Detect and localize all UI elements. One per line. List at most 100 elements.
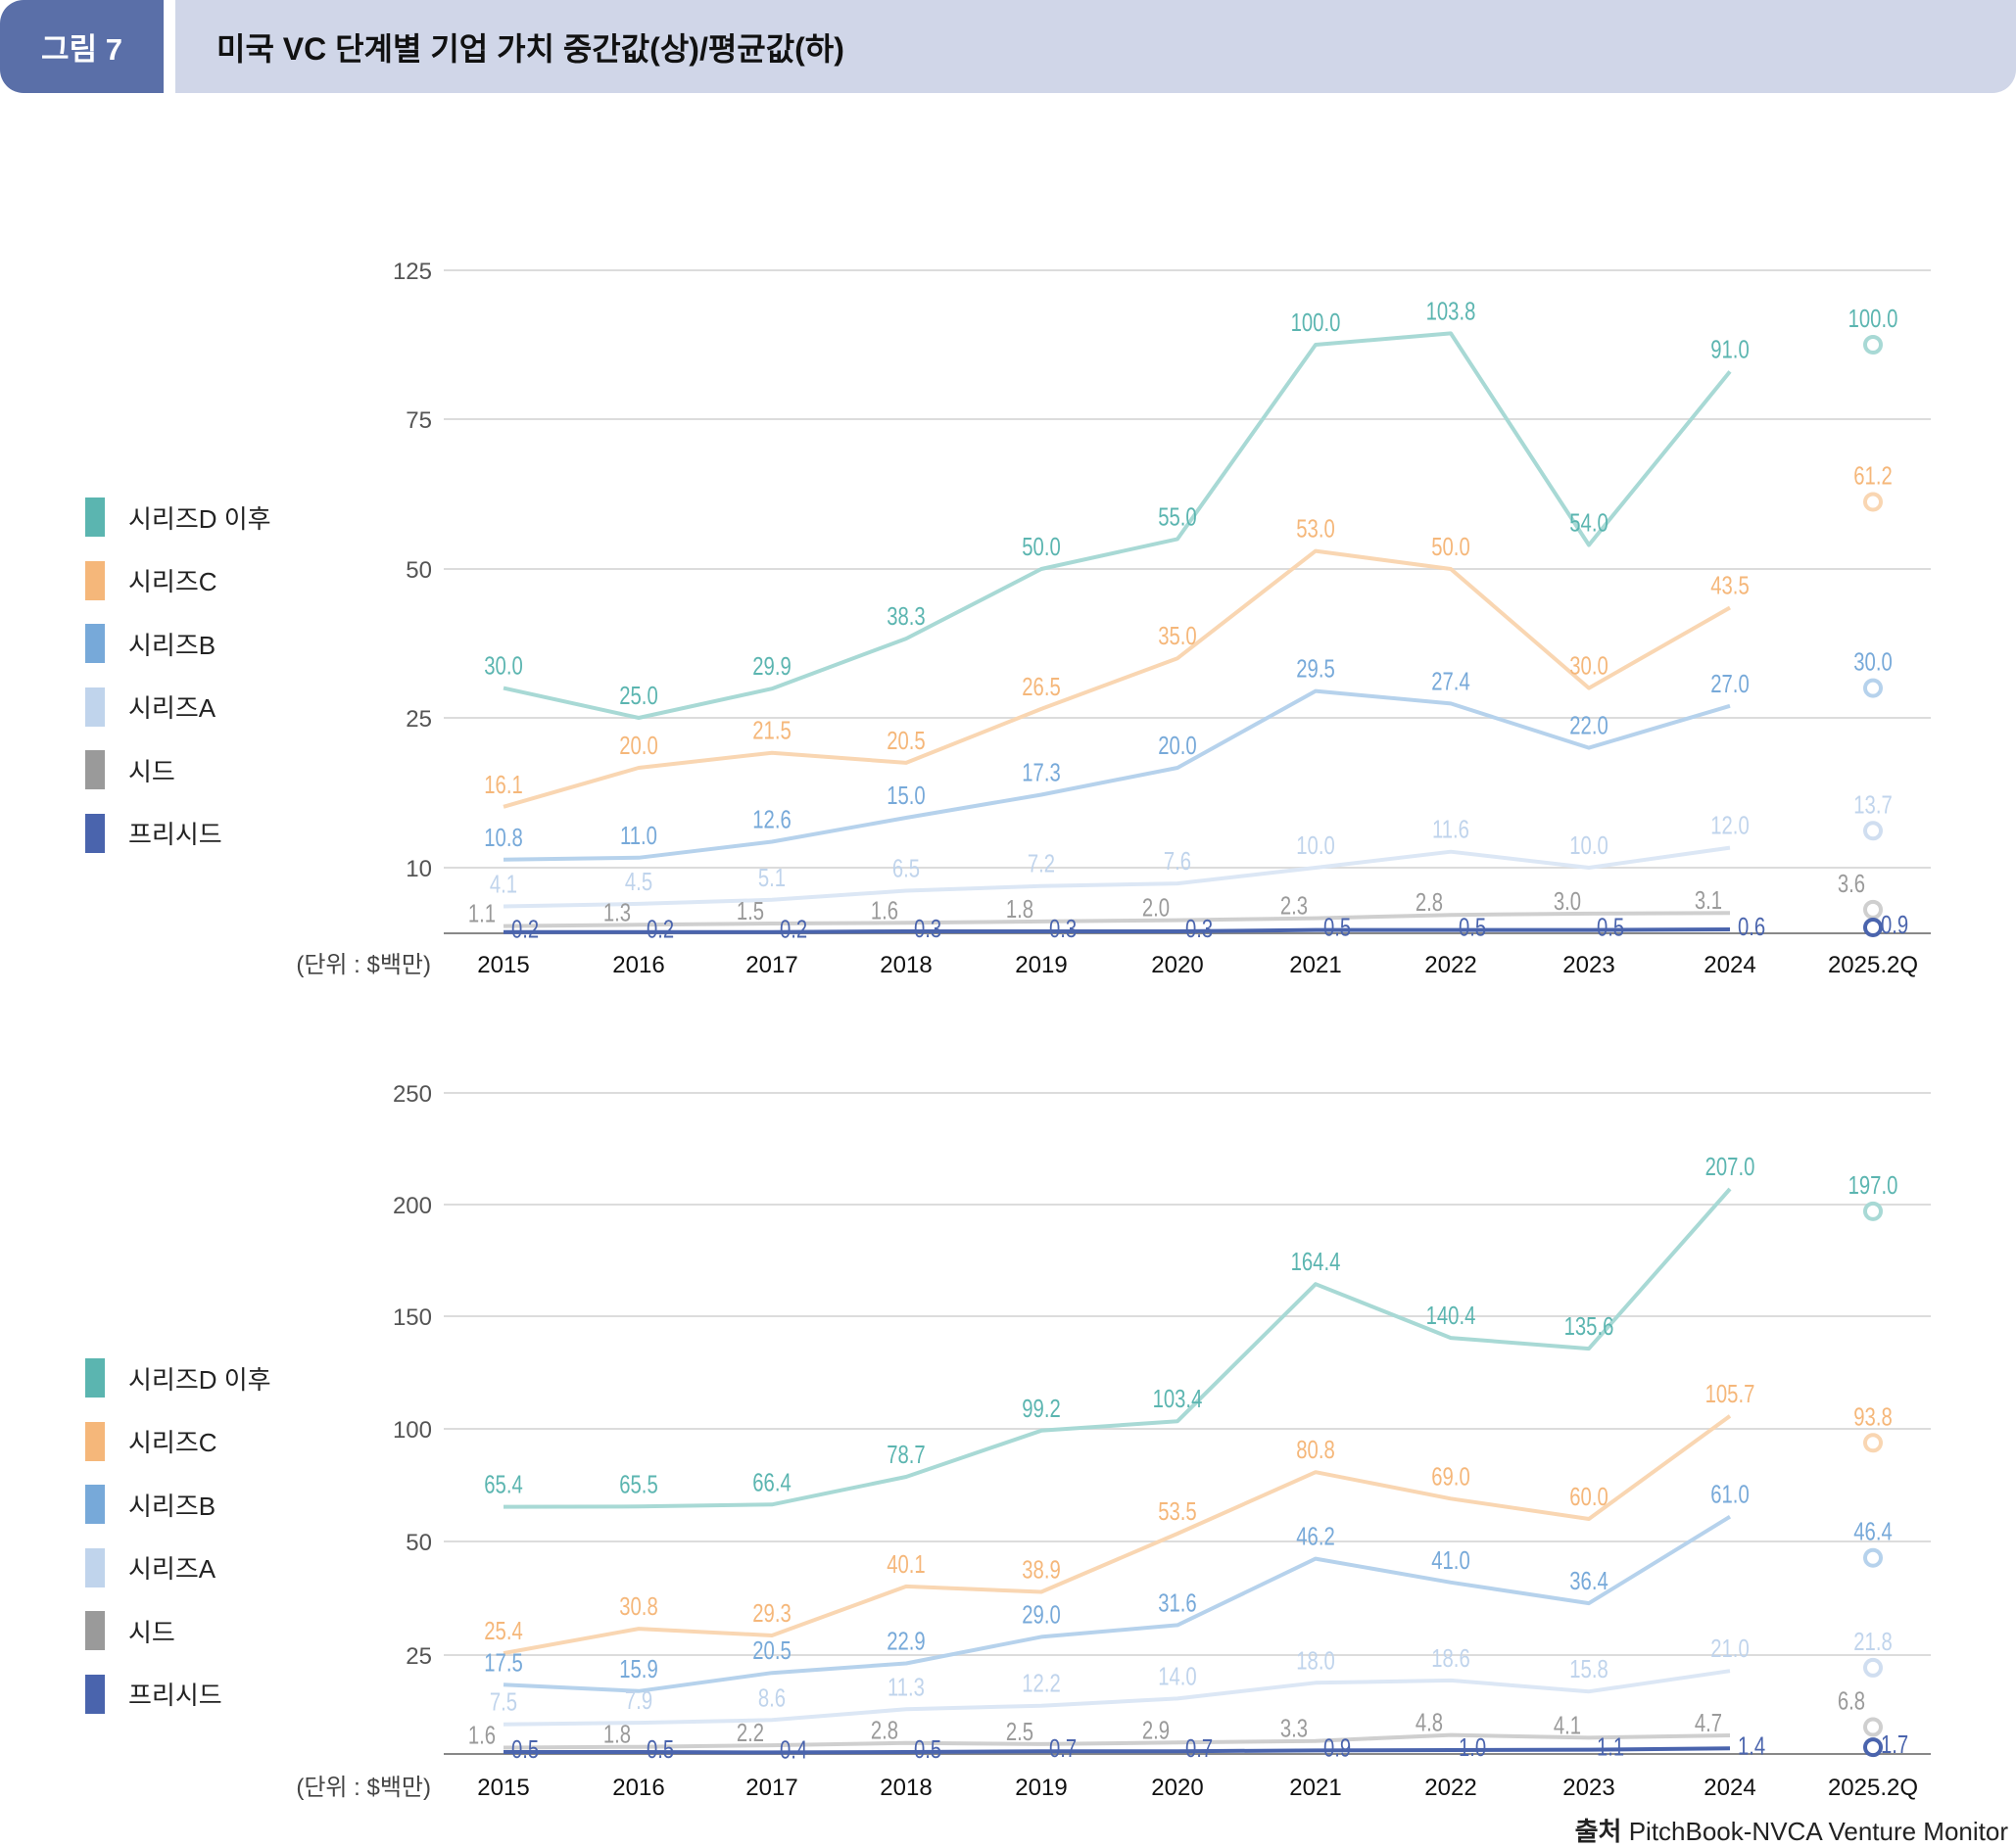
data-label-series_c: 80.8 (1296, 1436, 1334, 1464)
data-label-pre_seed: 0.5 (914, 1735, 941, 1764)
legend-label: 시리즈A (128, 693, 216, 723)
title-band: 미국 VC 단계별 기업 가치 중간값(상)/평균값(하) (175, 0, 2016, 93)
x-tick-label: 2015 (477, 952, 529, 978)
data-label-series_c: 30.8 (619, 1592, 657, 1621)
legend-swatch (85, 813, 105, 853)
data-label-series_c: 30.0 (1569, 651, 1608, 680)
y-tick-label: 250 (393, 1081, 432, 1108)
data-label-pre_seed: 0.5 (1323, 913, 1351, 941)
y-tick-label: 125 (393, 259, 432, 285)
series-line-series_b (503, 688, 1731, 862)
data-label-series_c: 25.4 (484, 1617, 522, 1645)
data-label-series_c: 43.5 (1710, 571, 1749, 599)
x-tick-label: 2017 (745, 1775, 797, 1801)
data-label-series_c: 35.0 (1158, 622, 1196, 650)
data-label-seed: 2.0 (1142, 893, 1170, 922)
point-marker-series_a (1863, 821, 1883, 841)
data-label-seed: 1.6 (468, 1721, 496, 1749)
x-tick-label: 2021 (1289, 1775, 1341, 1801)
data-label-seed: 4.7 (1695, 1709, 1722, 1737)
x-tick-label: 2016 (612, 952, 664, 978)
data-label-series_a: 11.3 (888, 1673, 925, 1701)
data-label-pre_seed: 0.7 (1049, 1734, 1077, 1763)
series-line-series_c (503, 548, 1731, 809)
data-label-series_b: 10.8 (484, 823, 522, 851)
y-tick-label: 100 (393, 1417, 432, 1444)
data-label-series_b: 31.6 (1158, 1588, 1196, 1617)
data-label-series_a: 4.5 (625, 867, 652, 895)
data-label-series_c: 61.2 (1853, 461, 1892, 490)
data-label-series_c: 29.3 (752, 1599, 791, 1628)
series-line-pre_seed (504, 1746, 1731, 1755)
point-marker-series_b (1863, 678, 1883, 698)
data-label-series_d: 103.4 (1153, 1385, 1203, 1413)
data-label-seed: 2.8 (871, 1716, 898, 1744)
legend-swatch (85, 1358, 105, 1398)
data-label-series_b: 20.0 (1158, 732, 1196, 760)
data-label-pre_seed: 0.6 (1738, 913, 1765, 941)
data-label-pre_seed: 0.4 (780, 1735, 807, 1764)
x-tick-label: 2015 (477, 1775, 529, 1801)
data-label-series_d: 66.4 (752, 1468, 791, 1496)
data-label-series_c: 40.1 (887, 1550, 925, 1579)
data-label-series_a: 12.0 (1710, 811, 1749, 839)
legend-item-series_d: 시리즈D 이후 (85, 498, 271, 537)
point-marker-series_b (1863, 1547, 1883, 1568)
data-label-series_c: 21.5 (752, 716, 791, 744)
data-label-pre_seed: 0.5 (647, 1735, 674, 1764)
data-label-seed: 1.8 (1006, 895, 1033, 924)
x-tick-label: 2018 (880, 952, 932, 978)
source-text: PitchBook-NVCA Venture Monitor (1628, 1817, 2008, 1846)
data-label-series_d: 29.9 (752, 652, 791, 681)
data-label-seed: 3.1 (1695, 886, 1722, 915)
data-label-series_a: 7.6 (1164, 847, 1191, 876)
x-tick-label: 2020 (1151, 952, 1203, 978)
data-label-series_a: 7.2 (1028, 849, 1055, 877)
data-label-pre_seed: 1.0 (1459, 1733, 1486, 1762)
data-label-series_d: 100.0 (1848, 305, 1898, 333)
data-label-pre_seed: 1.7 (1881, 1730, 1908, 1759)
y-tick-label: 50 (406, 557, 432, 584)
data-label-series_a: 14.0 (1158, 1662, 1196, 1690)
data-label-series_d: 197.0 (1848, 1170, 1898, 1199)
data-label-series_c: 69.0 (1431, 1462, 1469, 1491)
data-label-series_a: 7.5 (490, 1687, 517, 1716)
data-label-series_b: 30.0 (1853, 647, 1892, 676)
data-label-series_a: 15.8 (1569, 1655, 1608, 1683)
data-label-series_b: 15.0 (887, 782, 925, 810)
data-label-series_d: 140.4 (1426, 1302, 1476, 1330)
data-label-series_b: 61.0 (1710, 1480, 1749, 1508)
data-label-pre_seed: 0.2 (780, 915, 807, 943)
legend-swatch (85, 1611, 105, 1650)
data-label-series_a: 12.2 (1022, 1669, 1060, 1697)
point-marker-series_c (1863, 1433, 1883, 1453)
x-tick-label: 2021 (1289, 952, 1341, 978)
series-line-seed (503, 911, 1731, 928)
data-label-series_b: 36.4 (1569, 1567, 1608, 1595)
data-label-series_a: 21.8 (1853, 1628, 1892, 1656)
y-tick-label: 50 (406, 1530, 432, 1556)
series-line-series_d (503, 331, 1732, 720)
legend-item-seed: 시드 (85, 750, 175, 789)
legend-swatch (85, 1421, 105, 1461)
data-label-pre_seed: 0.9 (1881, 911, 1908, 939)
data-label-series_b: 22.9 (887, 1627, 925, 1655)
data-label-series_b: 27.0 (1710, 669, 1749, 697)
data-label-series_a: 21.0 (1710, 1635, 1749, 1663)
legend-label: 시리즈B (128, 630, 216, 660)
data-label-seed: 6.8 (1838, 1686, 1865, 1715)
point-marker-pre_seed (1863, 1737, 1883, 1758)
legend-swatch (85, 560, 105, 600)
data-label-pre_seed: 0.5 (1459, 913, 1486, 941)
data-label-series_d: 207.0 (1705, 1153, 1755, 1181)
point-marker-pre_seed (1863, 917, 1883, 937)
data-label-series_d: 103.8 (1426, 297, 1476, 325)
data-label-series_a: 8.6 (758, 1683, 786, 1712)
data-label-series_d: 54.0 (1569, 508, 1608, 537)
x-tick-label: 2018 (880, 1775, 932, 1801)
point-marker-series_d (1863, 335, 1883, 355)
legend-label: 시리즈A (128, 1554, 216, 1584)
data-label-pre_seed: 1.4 (1738, 1731, 1765, 1760)
legend-swatch (85, 624, 105, 663)
data-label-pre_seed: 0.5 (511, 1735, 539, 1764)
